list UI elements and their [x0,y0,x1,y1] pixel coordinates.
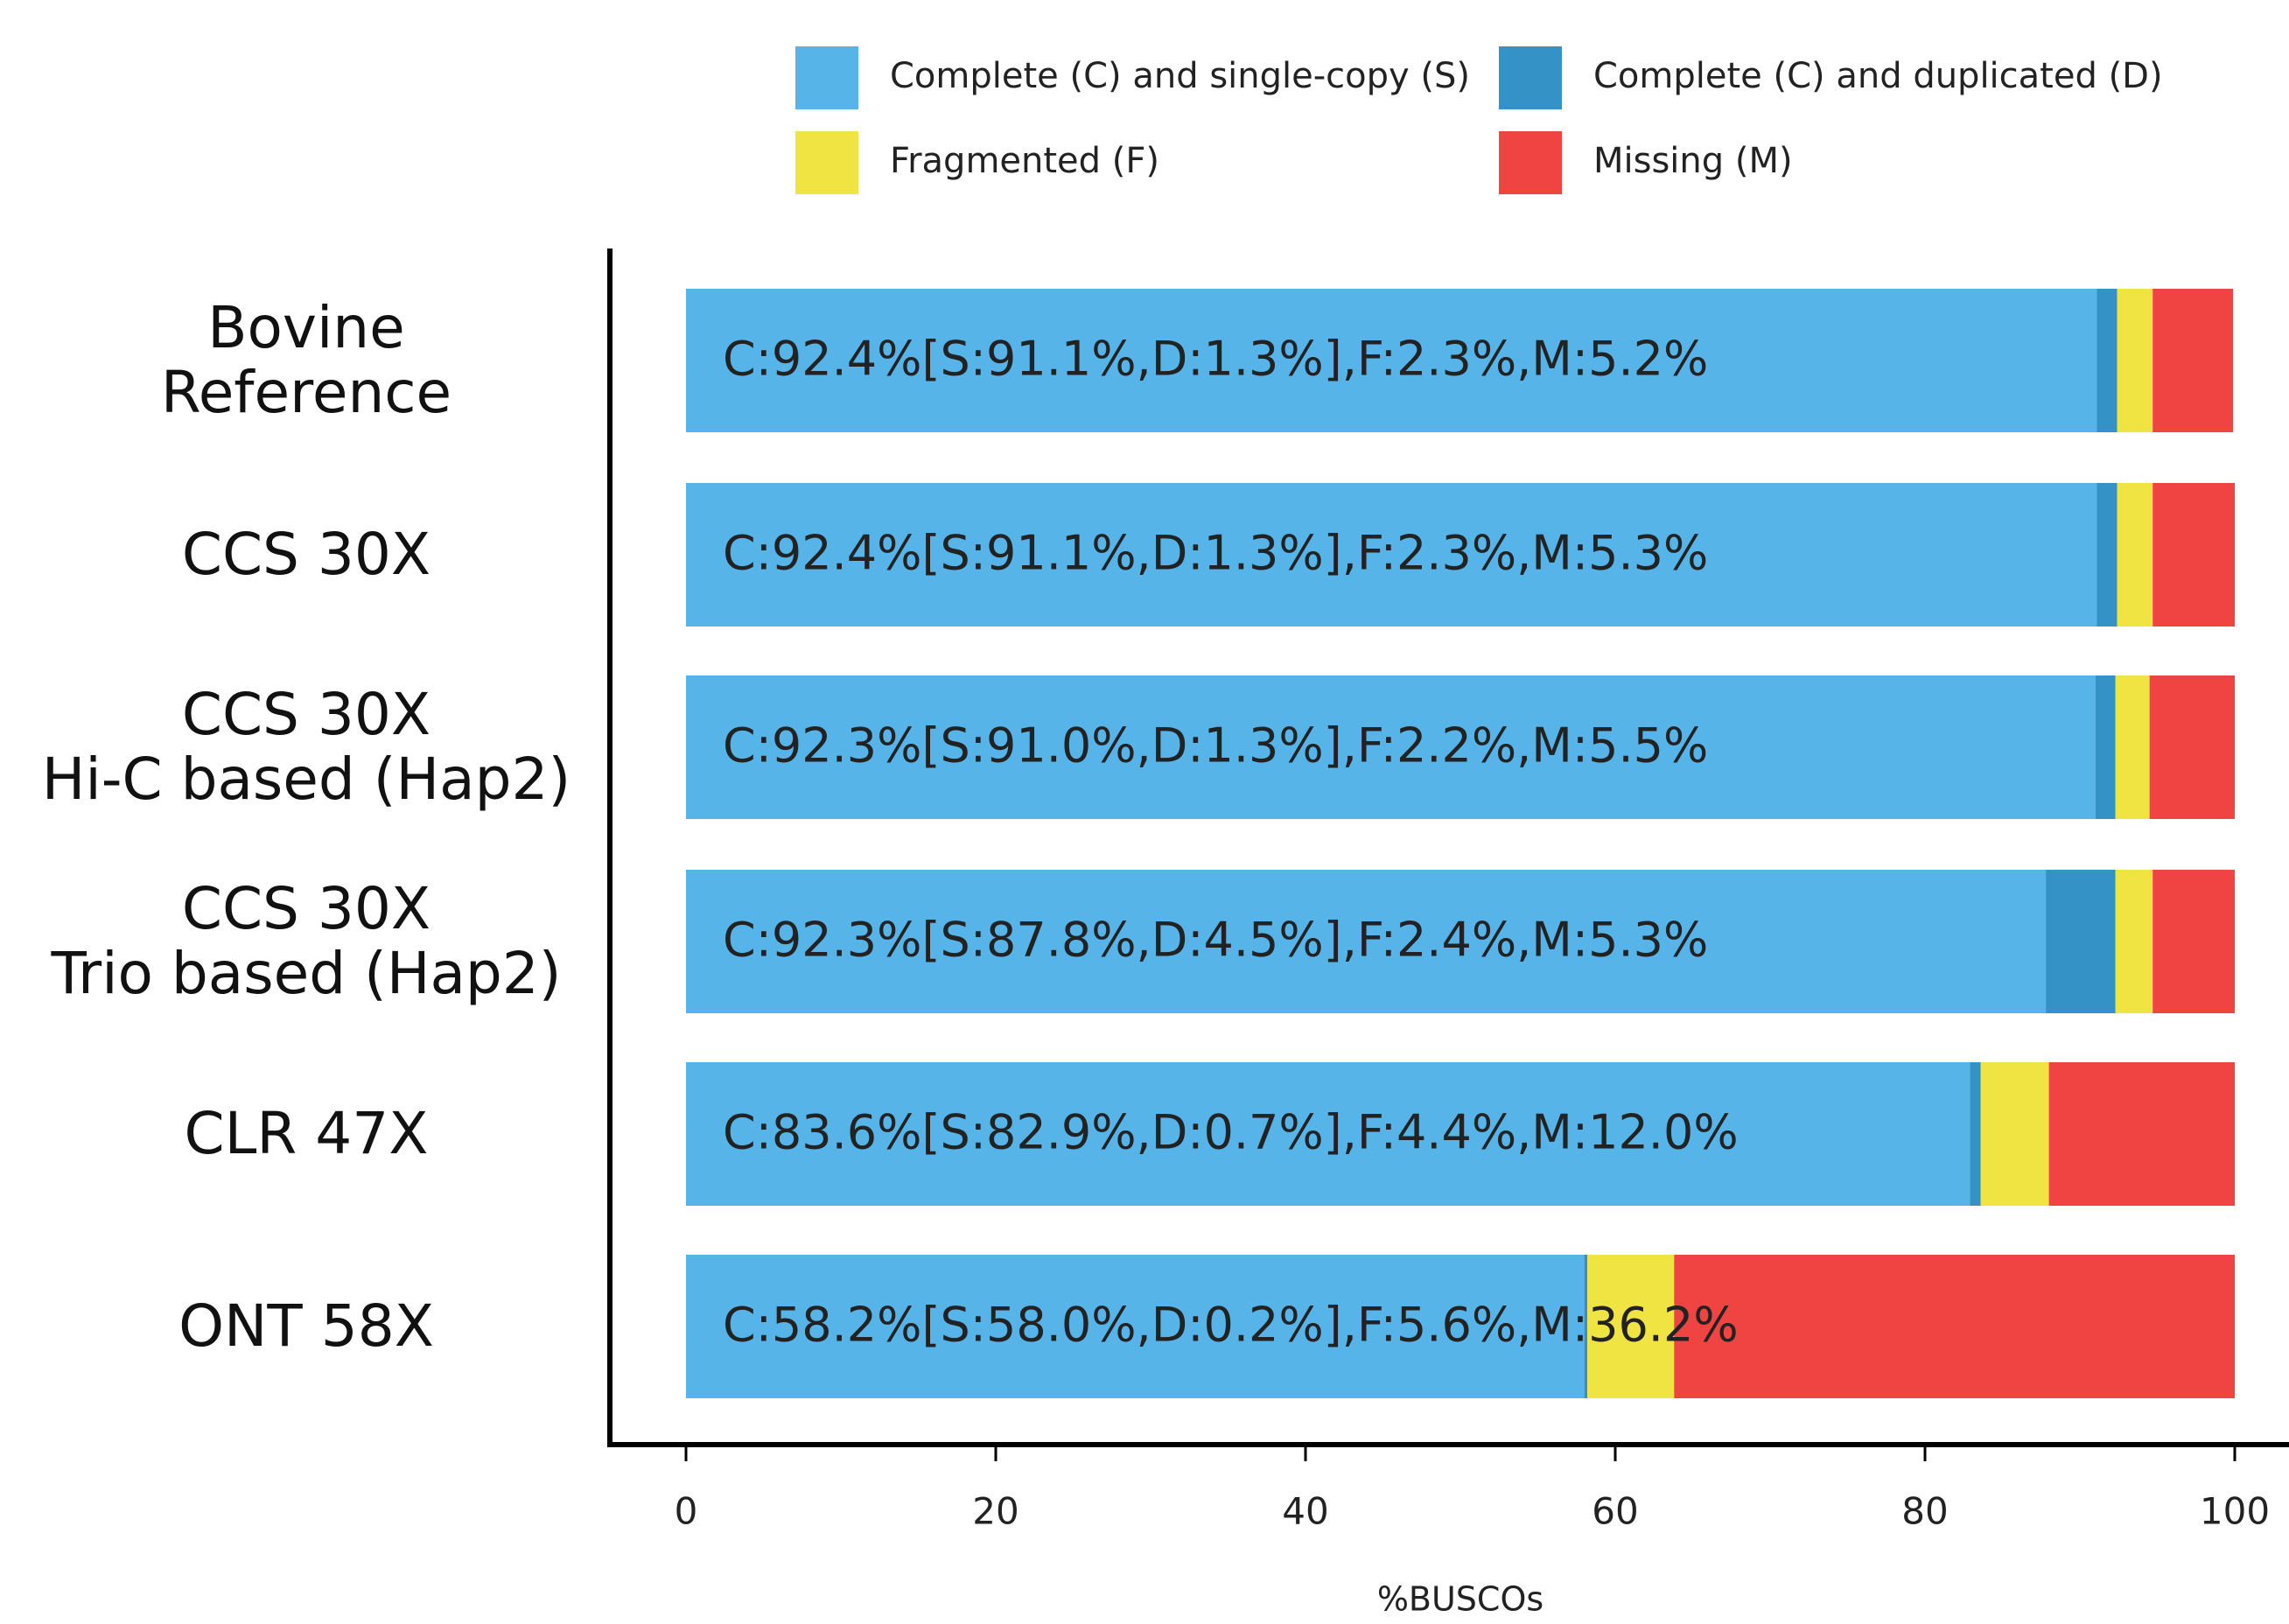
bar-segment [1587,1255,1675,1398]
bar-annotation: C:58.2%[S:58.0%,D:0.2%],F:5.6%,M:36.2% [723,1298,1739,1353]
y-tick-label: ONT 58X [178,1292,434,1360]
bar-segment [1980,1062,2049,1206]
x-tick-label: 80 [1901,1490,1948,1533]
bar-segment [2149,676,2235,819]
legend-label: Fragmented (F) [890,141,1159,181]
bar-annotation: C:92.3%[S:87.8%,D:4.5%],F:2.4%,M:5.3% [723,913,1708,968]
bar-segment [1970,1062,1981,1206]
bar-segment [686,1255,1585,1398]
legend-label: Complete (C) and duplicated (D) [1593,56,2163,96]
bar-segment [1584,1255,1588,1398]
bar-segment [2048,1062,2235,1206]
bar-segment [2117,483,2153,626]
y-tick-label: CCS 30X [181,521,431,588]
legend-label: Complete (C) and single-copy (S) [890,56,1470,96]
bar-segment [686,289,2097,432]
bar-segment [2115,870,2153,1013]
bar-segment [686,676,2096,819]
bar-annotation: C:92.4%[S:91.1%,D:1.3%],F:2.3%,M:5.3% [723,526,1708,581]
legend-swatch [795,131,858,194]
y-tick-label: CLR 47X [184,1100,429,1167]
bar-segment [686,1062,1970,1206]
bar-segment [2152,870,2235,1013]
bar-segment [686,870,2047,1013]
x-tick-label: 100 [2200,1490,2270,1533]
bar-segment [2117,289,2153,432]
bar-segment [2046,870,2116,1013]
bar-segment [2095,676,2116,819]
legend-swatch [1499,131,1562,194]
bar-segment [2096,289,2118,432]
y-tick-label: Bovine Reference [160,294,452,426]
bar-annotation: C:92.3%[S:91.0%,D:1.3%],F:2.2%,M:5.5% [723,718,1708,774]
x-tick-label: 40 [1282,1490,1328,1533]
legend-swatch [1499,46,1562,109]
x-tick-label: 20 [972,1490,1018,1533]
legend-swatch [795,46,858,109]
bar-segment [2152,289,2234,432]
bar-annotation: C:83.6%[S:82.9%,D:0.7%],F:4.4%,M:12.0% [723,1105,1739,1160]
bar-segment [2115,676,2150,819]
x-axis-label: %BUSCOs [1377,1580,1544,1619]
bar-segment [686,483,2097,626]
bar-segment [1674,1255,2235,1398]
x-tick-label: 0 [675,1490,698,1533]
bar-segment [2152,483,2235,626]
x-tick-label: 60 [1592,1490,1638,1533]
y-tick-label: CCS 30X Trio based (Hap2) [51,875,562,1007]
y-tick-label: CCS 30X Hi-C based (Hap2) [41,681,571,813]
bar-segment [2096,483,2118,626]
legend-label: Missing (M) [1593,141,1793,181]
bar-annotation: C:92.4%[S:91.1%,D:1.3%],F:2.3%,M:5.2% [723,332,1708,387]
